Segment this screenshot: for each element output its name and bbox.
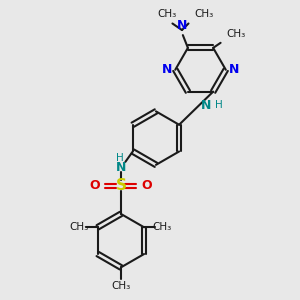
Text: O: O: [141, 179, 152, 192]
Text: H: H: [215, 100, 223, 110]
Text: CH₃: CH₃: [111, 281, 130, 291]
Text: N: N: [177, 19, 187, 32]
Text: CH₃: CH₃: [70, 222, 89, 232]
Text: N: N: [229, 63, 239, 76]
Text: CH₃: CH₃: [153, 222, 172, 232]
Text: H: H: [116, 153, 123, 164]
Text: N: N: [201, 99, 212, 112]
Text: CH₃: CH₃: [158, 9, 177, 19]
Text: O: O: [90, 179, 101, 192]
Text: S: S: [116, 178, 126, 193]
Text: CH₃: CH₃: [226, 29, 246, 39]
Text: N: N: [162, 63, 172, 76]
Text: CH₃: CH₃: [194, 9, 214, 19]
Text: N: N: [116, 161, 126, 174]
